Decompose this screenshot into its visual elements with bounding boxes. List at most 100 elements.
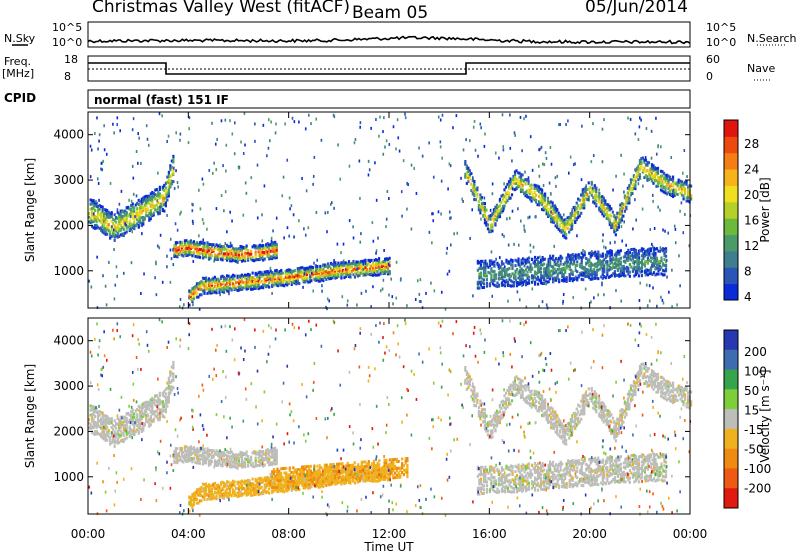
power-cell <box>591 275 594 279</box>
power-cell <box>250 176 253 180</box>
power-cell <box>321 289 323 293</box>
power-cell <box>128 224 131 228</box>
power-cell <box>493 277 496 281</box>
velocity-cell <box>94 414 97 418</box>
power-cell <box>268 257 271 261</box>
power-cell <box>254 285 257 289</box>
power-cell <box>185 249 188 253</box>
power-cell <box>102 274 104 278</box>
power-cell <box>132 117 135 121</box>
power-cell <box>222 279 226 283</box>
power-cell <box>526 274 529 278</box>
velocity-cell <box>182 460 185 464</box>
power-cell <box>512 284 516 288</box>
power-cell <box>379 271 382 275</box>
velocity-cell <box>228 463 232 467</box>
power-cell <box>416 279 419 283</box>
power-cell <box>245 283 248 287</box>
power-cell <box>476 259 479 263</box>
power-cell <box>635 171 639 175</box>
power-cell <box>166 180 169 184</box>
power-cell <box>218 279 220 283</box>
power-cell <box>549 270 552 274</box>
power-cell <box>668 184 672 188</box>
power-cell <box>491 229 494 233</box>
power-cell <box>559 268 562 272</box>
power-cell <box>124 222 126 226</box>
power-cell <box>230 259 233 263</box>
power-cell <box>595 268 598 272</box>
power-cell <box>224 278 227 282</box>
power-cell <box>519 174 523 178</box>
power-cell <box>98 207 101 211</box>
power-cell <box>406 207 408 211</box>
velocity-cell <box>161 400 164 404</box>
power-cell <box>374 265 378 269</box>
power-cell <box>204 282 208 286</box>
power-cell <box>659 169 663 173</box>
velocity-cell <box>191 447 194 451</box>
power-cell <box>225 253 229 257</box>
power-cell <box>682 197 685 201</box>
velocity-cell <box>230 465 233 469</box>
power-cell <box>352 259 355 263</box>
power-cell <box>570 272 573 276</box>
power-cell <box>489 223 493 227</box>
power-cell <box>587 181 590 185</box>
power-cell <box>239 275 242 279</box>
velocity-cell <box>209 449 212 453</box>
power-cell <box>543 163 546 167</box>
power-cell <box>505 270 508 274</box>
power-cell <box>269 266 272 270</box>
power-cell <box>186 240 190 244</box>
power-cell <box>192 240 196 244</box>
power-cell <box>109 181 112 185</box>
power-cell <box>484 274 487 278</box>
power-cell <box>274 247 277 251</box>
velocity-cell <box>174 453 177 457</box>
power-cell <box>92 218 95 222</box>
power-cell <box>628 199 631 203</box>
power-cell <box>101 219 104 223</box>
velocity-cell <box>101 421 104 425</box>
power-cell <box>224 247 227 251</box>
power-cell <box>215 291 218 295</box>
power-cell <box>523 228 526 232</box>
power-cell <box>137 225 140 229</box>
power-cell <box>497 267 501 271</box>
power-cell <box>564 268 567 272</box>
power-cell <box>562 220 565 224</box>
power-cell <box>646 160 649 164</box>
power-cell <box>543 278 546 282</box>
power-cell <box>146 137 149 141</box>
power-cell <box>637 138 640 142</box>
power-cell <box>169 166 172 170</box>
power-cell <box>118 235 121 239</box>
velocity-cell <box>125 419 128 423</box>
power-cell <box>637 258 641 262</box>
power-cell <box>152 213 155 217</box>
power-cell <box>343 262 346 266</box>
power-cell <box>561 271 564 275</box>
power-cell <box>551 220 554 224</box>
power-cell <box>480 207 484 211</box>
power-cell <box>518 276 522 280</box>
power-cell <box>652 259 656 263</box>
power-cell <box>500 210 503 214</box>
power-cell <box>146 196 149 200</box>
power-cell <box>245 244 248 248</box>
power-cell <box>516 185 520 189</box>
power-cell <box>643 262 647 266</box>
velocity-cell <box>139 412 142 416</box>
velocity-cell <box>161 409 164 413</box>
power-cell <box>658 181 661 185</box>
power-cell <box>664 180 667 184</box>
power-cell <box>527 190 530 194</box>
power-cell <box>566 220 569 224</box>
power-cell <box>224 252 227 256</box>
power-cell <box>485 220 488 224</box>
power-cell <box>483 201 487 205</box>
power-cell <box>627 116 629 120</box>
power-cell <box>626 195 629 199</box>
power-cell <box>484 271 487 275</box>
